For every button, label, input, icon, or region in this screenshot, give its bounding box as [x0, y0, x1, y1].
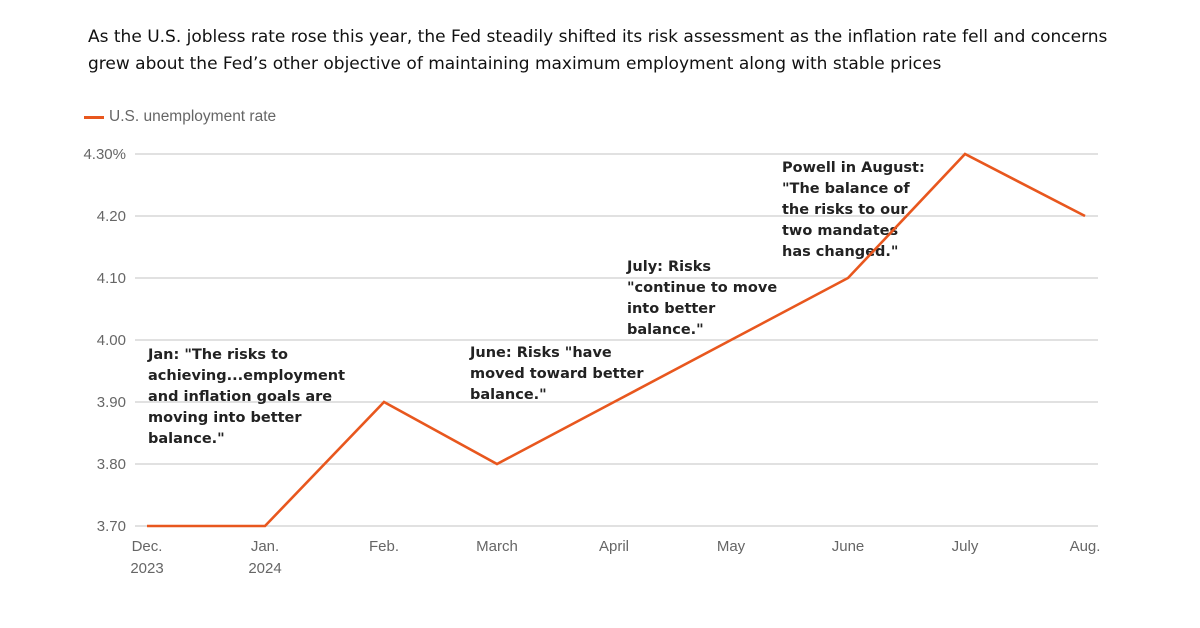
y-tick-label: 4.00: [97, 332, 126, 349]
x-tick-label: 2024: [248, 560, 281, 577]
x-tick-label: Jan.: [251, 538, 279, 555]
legend-label: U.S. unemployment rate: [109, 108, 277, 125]
legend-swatch: [84, 115, 104, 119]
x-tick-label: 2023: [130, 560, 163, 577]
x-tick-label: April: [599, 538, 629, 555]
y-tick-label: 3.80: [97, 456, 126, 473]
annotation: June: Risks "have moved toward better bala…: [469, 345, 644, 403]
annotation: July: Risks "continue to move into better b…: [626, 259, 777, 338]
legend: U.S. unemployment rate: [84, 108, 276, 126]
y-tick-label: 4.20: [97, 208, 126, 225]
y-tick-label: 4.30%: [83, 146, 126, 163]
x-tick-label: March: [476, 538, 518, 555]
x-tick-label: June: [832, 538, 865, 555]
annotation: Jan: "The risks to achieving...employment…: [147, 347, 345, 447]
y-tick-label: 3.90: [97, 394, 126, 411]
y-tick-label: 3.70: [97, 518, 126, 535]
y-tick-label: 4.10: [97, 270, 126, 287]
x-tick-label: July: [952, 538, 979, 555]
chart-subtitle: As the U.S. jobless rate rose this year,…: [88, 27, 1108, 74]
x-tick-label: Aug.: [1070, 538, 1101, 555]
annotation: Powell in August: "The balance of the risk…: [782, 160, 925, 260]
x-tick-label: May: [717, 538, 746, 555]
x-tick-label: Dec.: [132, 538, 163, 555]
x-tick-label: Feb.: [369, 538, 399, 555]
